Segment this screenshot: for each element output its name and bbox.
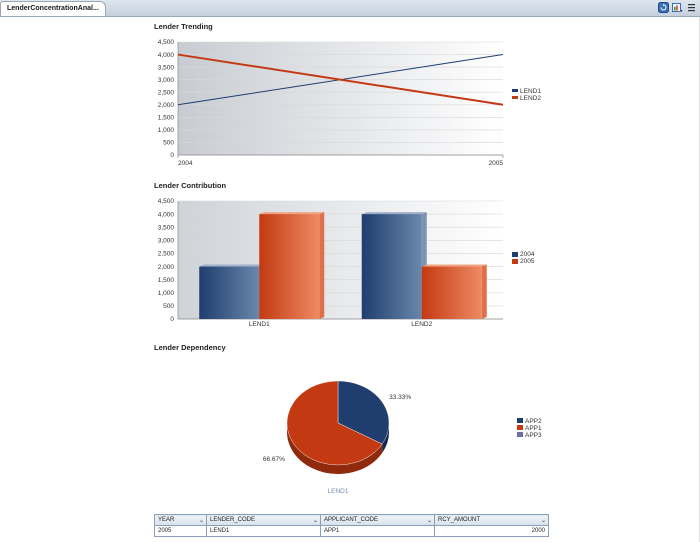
column-label: LENDER_CODE bbox=[210, 517, 256, 523]
tab-lender-concentration[interactable]: LenderConcentrationAnal... bbox=[0, 1, 106, 16]
section-title-trending: Lender Trending bbox=[154, 22, 213, 31]
bar-2005-lend1 bbox=[259, 214, 320, 319]
legend-label: LEND1 bbox=[520, 88, 541, 95]
legend-swatch bbox=[512, 89, 518, 92]
y-tick-label: 2,000 bbox=[158, 102, 175, 109]
cell-lender-code: LEND1 bbox=[206, 525, 321, 537]
pie-slice-label: 66.67% bbox=[263, 456, 285, 463]
y-tick-label: 0 bbox=[170, 152, 174, 159]
data-table: YEAR ⌄ LENDER_CODE ⌄ APPLICANT_CODE ⌄ RCY_A… bbox=[154, 514, 549, 537]
y-tick-label: 1,500 bbox=[158, 277, 175, 284]
legend-label: APP3 bbox=[525, 432, 542, 439]
y-tick-label: 4,500 bbox=[158, 39, 175, 46]
tab-bar: LenderConcentrationAnal... bbox=[0, 0, 700, 17]
bar-side bbox=[319, 212, 325, 319]
column-label: APPLICANT_CODE bbox=[324, 517, 379, 523]
x-tick-label: LEND1 bbox=[249, 321, 270, 328]
y-tick-label: 3,000 bbox=[158, 238, 175, 245]
bar-2004-lend1 bbox=[199, 266, 260, 319]
line-chart: 4,500 4,000 3,500 3,000 2,500 2,000 1,500 1,000… bbox=[158, 39, 542, 167]
bar-top bbox=[199, 264, 265, 267]
legend-label: APP2 bbox=[525, 418, 542, 425]
column-label: RCY_AMOUNT bbox=[438, 517, 481, 523]
pie-slice-label: 33.33% bbox=[389, 394, 411, 401]
y-tick-label: 500 bbox=[163, 303, 174, 310]
pie-side-app1 bbox=[287, 423, 383, 474]
legend-swatch bbox=[517, 432, 523, 437]
x-tick-label: LEND2 bbox=[411, 321, 432, 328]
refresh-icon[interactable] bbox=[658, 2, 669, 13]
y-tick-label: 0 bbox=[170, 316, 174, 323]
pie-caption: LEND1 bbox=[328, 488, 349, 495]
cell-year: 2005 bbox=[154, 525, 207, 537]
y-tick-label: 2,500 bbox=[158, 251, 175, 258]
y-tick-label: 3,000 bbox=[158, 77, 175, 84]
legend-swatch bbox=[517, 418, 523, 423]
bar-top bbox=[421, 264, 487, 267]
column-header-rcy-amount[interactable]: RCY_AMOUNT ⌄ bbox=[434, 514, 549, 526]
y-tick-label: 3,500 bbox=[158, 224, 175, 231]
legend-swatch bbox=[512, 96, 518, 99]
column-label: YEAR bbox=[158, 517, 175, 523]
bar-2005-lend2 bbox=[421, 266, 482, 319]
legend-label: 2005 bbox=[520, 258, 535, 265]
table-header-row: YEAR ⌄ LENDER_CODE ⌄ APPLICANT_CODE ⌄ RCY_A… bbox=[154, 514, 549, 526]
bar-2004-lend2 bbox=[361, 214, 422, 319]
toolbar-icons bbox=[658, 2, 697, 13]
x-tick-label: 2004 bbox=[178, 160, 193, 167]
tab-label: LenderConcentrationAnal... bbox=[7, 5, 99, 12]
column-header-year[interactable]: YEAR ⌄ bbox=[154, 514, 207, 526]
export-icon[interactable] bbox=[672, 2, 683, 13]
legend-swatch bbox=[512, 259, 518, 264]
bar-top bbox=[259, 212, 325, 215]
pie-slice-app2 bbox=[337, 380, 390, 445]
legend-label: LEND2 bbox=[520, 95, 541, 102]
column-header-applicant-code[interactable]: APPLICANT_CODE ⌄ bbox=[320, 514, 435, 526]
pie-side-app2 bbox=[382, 423, 389, 453]
plot-area bbox=[178, 42, 503, 155]
legend-label: 2004 bbox=[520, 251, 535, 258]
sort-icon[interactable]: ⌄ bbox=[312, 518, 318, 524]
y-tick-label: 4,000 bbox=[158, 52, 175, 59]
legend-swatch bbox=[512, 252, 518, 257]
sort-icon[interactable]: ⌄ bbox=[426, 518, 432, 524]
y-tick-label: 1,500 bbox=[158, 115, 175, 122]
y-tick-label: 1,000 bbox=[158, 127, 175, 134]
y-tick-label: 3,500 bbox=[158, 64, 175, 71]
legend-swatch bbox=[517, 425, 523, 430]
bar-side bbox=[481, 264, 487, 319]
sort-icon[interactable]: ⌄ bbox=[540, 518, 546, 524]
y-tick-label: 2,500 bbox=[158, 89, 175, 96]
bar-chart: 4,500 4,000 3,500 3,000 2,500 2,000 1,500 1,000… bbox=[158, 198, 535, 328]
y-tick-label: 1,000 bbox=[158, 290, 175, 297]
cell-rcy-amount: 2000 bbox=[434, 525, 549, 537]
legend-label: APP1 bbox=[525, 425, 542, 432]
cell-applicant-code: APP1 bbox=[320, 525, 435, 537]
table-row[interactable]: 2005 LEND1 APP1 2000 bbox=[154, 525, 549, 537]
x-tick-label: 2005 bbox=[489, 160, 504, 167]
y-tick-label: 4,000 bbox=[158, 211, 175, 218]
section-title-contribution: Lender Contribution bbox=[154, 181, 227, 190]
sort-icon[interactable]: ⌄ bbox=[198, 518, 204, 524]
y-tick-label: 2,000 bbox=[158, 264, 175, 271]
column-header-lender-code[interactable]: LENDER_CODE ⌄ bbox=[206, 514, 321, 526]
section-title-dependency: Lender Dependency bbox=[154, 343, 226, 352]
y-tick-label: 500 bbox=[163, 140, 174, 147]
menu-icon[interactable] bbox=[686, 2, 697, 13]
pie-slice-app1 bbox=[286, 380, 383, 466]
series-line-lend2 bbox=[177, 53, 504, 106]
bar-top bbox=[361, 212, 427, 215]
y-tick-label: 4,500 bbox=[158, 198, 175, 205]
